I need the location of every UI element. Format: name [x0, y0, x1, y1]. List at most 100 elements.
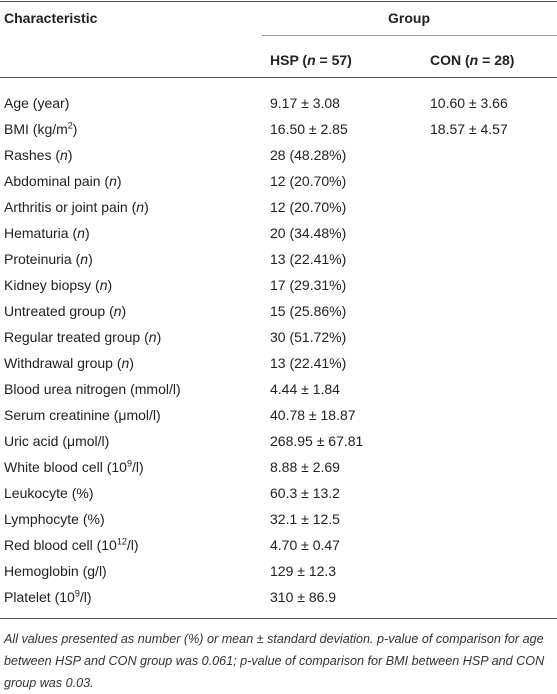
- cell-value: 13 (22.41%): [270, 355, 347, 371]
- superscript: 12: [116, 536, 127, 547]
- text-segment: ): [84, 225, 90, 241]
- group-rule: [262, 35, 557, 36]
- text-segment: Age (year): [4, 95, 70, 111]
- text-segment: Blood urea nitrogen (mmol/l): [4, 381, 181, 397]
- text-segment: ): [116, 173, 122, 189]
- row-label: BMI (kg/m2): [4, 120, 77, 138]
- text-segment: Withdrawal group (: [4, 355, 122, 371]
- cell-value: 310 ± 86.9: [270, 589, 337, 605]
- text-segment: Proteinuria (: [4, 251, 81, 267]
- row-label: Leukocyte (%): [4, 484, 93, 502]
- bottom-rule: [0, 618, 557, 619]
- text-segment: Leukocyte (%): [4, 485, 94, 501]
- cell-value: 4.70 ± 0.47: [270, 537, 340, 553]
- cell-value: 60.3 ± 13.2: [270, 485, 340, 501]
- cell-value: 30 (51.72%): [270, 329, 347, 345]
- text-segment: HSP (: [270, 52, 308, 68]
- text-segment: ): [88, 251, 93, 267]
- row-label: Arthritis or joint pain (n): [4, 198, 149, 216]
- text-segment: Untreated group (: [4, 303, 114, 319]
- row-label: Untreated group (n): [4, 302, 126, 320]
- italic-segment: n: [80, 251, 89, 267]
- cell-value: 17 (29.31%): [270, 277, 347, 293]
- italic-segment: n: [307, 52, 316, 68]
- text-segment: Red blood cell (10: [4, 537, 117, 553]
- cell-value: 40.78 ± 18.87: [270, 407, 356, 423]
- row-label: Kidney biopsy (n): [4, 276, 112, 294]
- italic-segment: n: [109, 173, 117, 189]
- text-segment: ): [156, 329, 162, 345]
- text-segment: White blood cell (10: [4, 459, 127, 475]
- superscript: 9: [74, 588, 80, 599]
- row-label: Rashes (n): [4, 146, 73, 164]
- row-label: Proteinuria (n): [4, 250, 93, 268]
- text-segment: ): [107, 277, 113, 293]
- group-header: Group: [388, 10, 430, 26]
- row-label: Red blood cell (1012/l): [4, 536, 139, 554]
- cell-value: 268.95 ± 67.81: [270, 433, 364, 449]
- header-rule: [0, 77, 557, 78]
- text-segment: ): [121, 303, 127, 319]
- italic-segment: n: [469, 52, 479, 68]
- row-label: Platelet (109/l): [4, 588, 92, 606]
- cell-value: 10.60 ± 3.66: [430, 95, 508, 111]
- text-segment: Uric acid (μmol/l): [4, 433, 110, 449]
- row-label: Lymphocyte (%): [4, 510, 105, 528]
- cell-value: 15 (25.86%): [270, 303, 347, 319]
- text-segment: /l): [131, 459, 144, 475]
- row-label: Age (year): [4, 94, 69, 112]
- column-header: HSP (n = 57): [270, 51, 352, 69]
- cell-value: 4.44 ± 1.84: [270, 381, 340, 397]
- text-segment: ): [144, 199, 149, 215]
- text-segment: Kidney biopsy (: [4, 277, 100, 293]
- text-segment: ): [67, 147, 73, 163]
- cell-value: 16.50 ± 2.85: [270, 121, 348, 137]
- row-label: Serum creatinine (μmol/l): [4, 406, 161, 424]
- text-segment: Abdominal pain (: [4, 173, 110, 189]
- italic-segment: n: [99, 277, 108, 293]
- cell-value: 9.17 ± 3.08: [270, 95, 340, 111]
- superscript: 9: [126, 458, 132, 469]
- row-label: Abdominal pain (n): [4, 172, 122, 190]
- italic-segment: n: [148, 329, 157, 345]
- text-segment: Platelet (10: [4, 589, 75, 605]
- italic-segment: n: [113, 303, 122, 319]
- row-label: Regular treated group (n): [4, 328, 161, 346]
- cell-value: 18.57 ± 4.57: [430, 121, 508, 137]
- row-label: Withdrawal group (n): [4, 354, 134, 372]
- row-label: Uric acid (μmol/l): [4, 432, 109, 450]
- row-label: Hematuria (n): [4, 224, 90, 242]
- column-header: CON (n = 28): [430, 51, 514, 69]
- text-segment: CON (: [430, 52, 470, 68]
- cell-value: 129 ± 12.3: [270, 563, 337, 579]
- italic-segment: n: [121, 355, 130, 371]
- text-segment: Rashes (: [4, 147, 61, 163]
- cell-value: 12 (20.70%): [270, 199, 347, 215]
- italic-segment: n: [77, 225, 85, 241]
- text-segment: /l): [79, 589, 92, 605]
- footnote: All values presented as number (%) or me…: [4, 632, 545, 690]
- top-rule: [0, 1, 557, 2]
- cell-value: 20 (34.48%): [270, 225, 347, 241]
- text-segment: ): [129, 355, 134, 371]
- row-label: White blood cell (109/l): [4, 458, 144, 476]
- superscript: 2: [67, 120, 73, 131]
- row-label: Hemoglobin (g/l): [4, 562, 107, 580]
- text-segment: /l): [126, 537, 139, 553]
- cell-value: 8.88 ± 2.69: [270, 459, 340, 475]
- cell-value: 28 (48.28%): [270, 147, 347, 163]
- text-segment: = 28): [478, 52, 515, 68]
- italic-segment: n: [60, 147, 68, 163]
- text-segment: = 57): [315, 52, 352, 68]
- text-segment: Lymphocyte (%): [4, 511, 105, 527]
- italic-segment: n: [136, 199, 145, 215]
- text-segment: Regular treated group (: [4, 329, 149, 345]
- text-segment: Serum creatinine (μmol/l): [4, 407, 161, 423]
- cell-value: 13 (22.41%): [270, 251, 347, 267]
- cell-value: 12 (20.70%): [270, 173, 347, 189]
- text-segment: BMI (kg/m: [4, 121, 68, 137]
- row-label: Blood urea nitrogen (mmol/l): [4, 380, 181, 398]
- text-segment: Arthritis or joint pain (: [4, 199, 137, 215]
- text-segment: Hemoglobin (g/l): [4, 563, 107, 579]
